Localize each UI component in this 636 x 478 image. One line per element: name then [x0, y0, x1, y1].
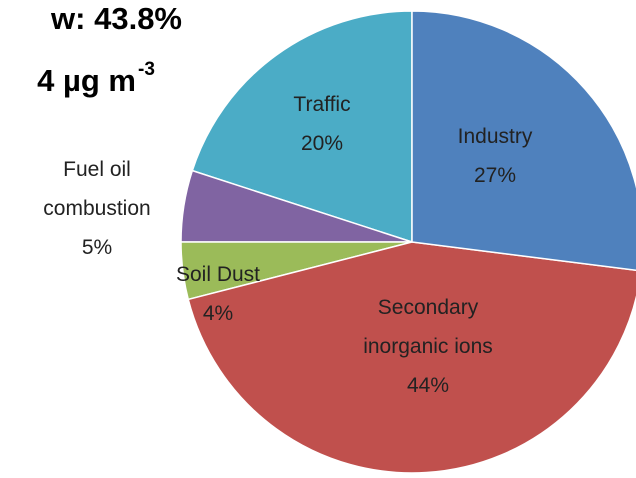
slice-label: Soil Dust 4%	[158, 255, 278, 333]
category-label: Traffic	[293, 93, 351, 116]
category-label: Secondary inorganic ions	[363, 296, 493, 358]
value-label: 27%	[473, 164, 517, 187]
slice-label: Traffic 20%	[262, 85, 382, 163]
value-label: 5%	[81, 236, 113, 259]
annotation-superscript: -3	[138, 59, 155, 80]
value-label: 4%	[202, 302, 234, 325]
annotation: w: 43.8%	[50, 1, 182, 36]
pie-slice	[187, 241, 636, 474]
value-label: 44%	[406, 374, 450, 397]
category-label: Industry	[457, 125, 533, 148]
pie-slice	[191, 10, 413, 244]
slice-label: Industry 27%	[435, 117, 555, 195]
slice-label: Fuel oil combustion 5%	[17, 150, 177, 267]
category-label: Soil Dust	[175, 263, 261, 286]
value-label: 20%	[300, 132, 344, 155]
slice-label: Secondary inorganic ions 44%	[353, 288, 503, 405]
annotation: 4 µg m	[37, 63, 136, 98]
category-label: Fuel oil combustion	[43, 158, 151, 220]
pie-slice	[411, 10, 636, 272]
